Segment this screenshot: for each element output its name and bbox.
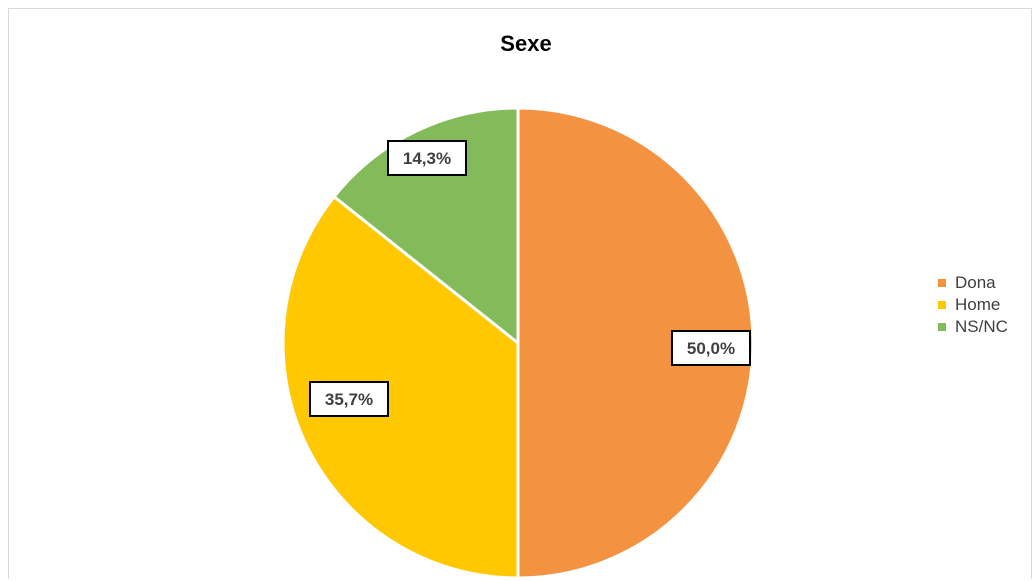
legend-label-home: Home: [955, 294, 1001, 314]
legend-label-dona: Dona: [955, 272, 996, 292]
data-label-box-nsnc: [387, 140, 467, 176]
data-label-text-home: 35,7%: [325, 390, 373, 409]
legend-label-nsnc: NS/NC: [955, 316, 1008, 336]
legend: Dona Home NS/NC: [938, 272, 1008, 338]
data-label-nsnc: 14,3%: [387, 140, 467, 176]
legend-item-home: Home: [938, 294, 1008, 315]
legend-swatch-nsnc: [938, 322, 946, 331]
pie-slice-dona: [516, 106, 755, 580]
legend-item-dona: Dona: [938, 272, 1008, 293]
data-label-home: 35,7%: [309, 381, 389, 417]
pie-slice-nsnc: [332, 106, 520, 345]
data-label-box-dona: [671, 330, 751, 366]
pie-slice-home: [281, 195, 520, 580]
data-label-text-dona: 50,0%: [687, 339, 735, 358]
legend-swatch-dona: [938, 278, 946, 287]
data-label-text-nsnc: 14,3%: [403, 149, 451, 168]
data-label-box-home: [309, 381, 389, 417]
data-label-dona: 50,0%: [671, 330, 751, 366]
chart-title: Sexe: [500, 31, 552, 56]
legend-item-nsnc: NS/NC: [938, 316, 1008, 337]
legend-swatch-home: [938, 300, 946, 309]
